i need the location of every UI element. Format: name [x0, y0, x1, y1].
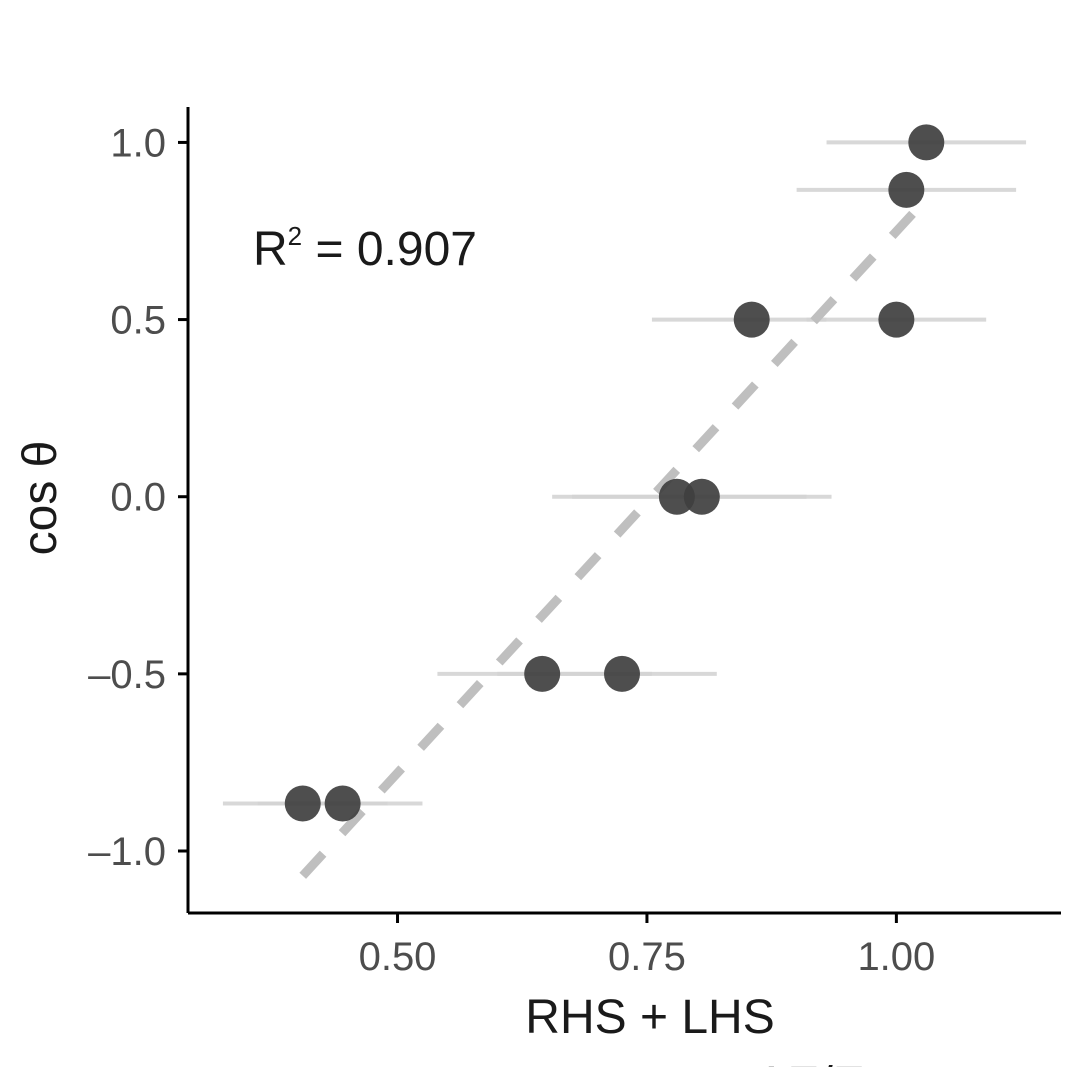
data-point-5: [683, 478, 720, 515]
y-tick-label-2: 0.0: [110, 476, 166, 520]
y-tick-label-3: 0.5: [110, 299, 166, 343]
data-point-3: [878, 301, 915, 338]
data-point-8: [284, 785, 321, 822]
y-tick-label-1: –0.5: [88, 653, 166, 697]
r-squared-base: R: [253, 223, 288, 276]
x-tick-label-2: 1.00: [857, 935, 935, 979]
fit-line: [299, 206, 920, 879]
data-point-2: [733, 301, 770, 338]
r-squared-annotation: R2 = 0.907: [253, 221, 477, 276]
axes-layer: –1.0 –0.5 0.0 0.5 1.0 0.50 0.75 1.00: [88, 107, 1061, 979]
y-tick-label-0: –1.0: [88, 830, 166, 874]
point-layer: [284, 124, 945, 822]
r-squared-superscript: 2: [288, 221, 302, 251]
r-squared-value: = 0.907: [302, 223, 477, 276]
data-point-4: [658, 478, 695, 515]
x-tick-label-0: 0.50: [359, 935, 437, 979]
data-point-0: [908, 124, 945, 161]
data-point-6: [524, 655, 561, 692]
data-point-7: [604, 655, 641, 692]
data-point-1: [888, 171, 925, 208]
y-axis-title: cos θ: [14, 441, 67, 556]
data-point-9: [324, 785, 361, 822]
fit-line-layer: [299, 206, 920, 879]
y-tick-label-4: 1.0: [110, 121, 166, 165]
x-tick-label-1: 0.75: [608, 935, 686, 979]
x-axis-title: RHS + LHS: [525, 991, 774, 1044]
x-axis-title-partial: ΔE/E: [755, 1058, 864, 1067]
